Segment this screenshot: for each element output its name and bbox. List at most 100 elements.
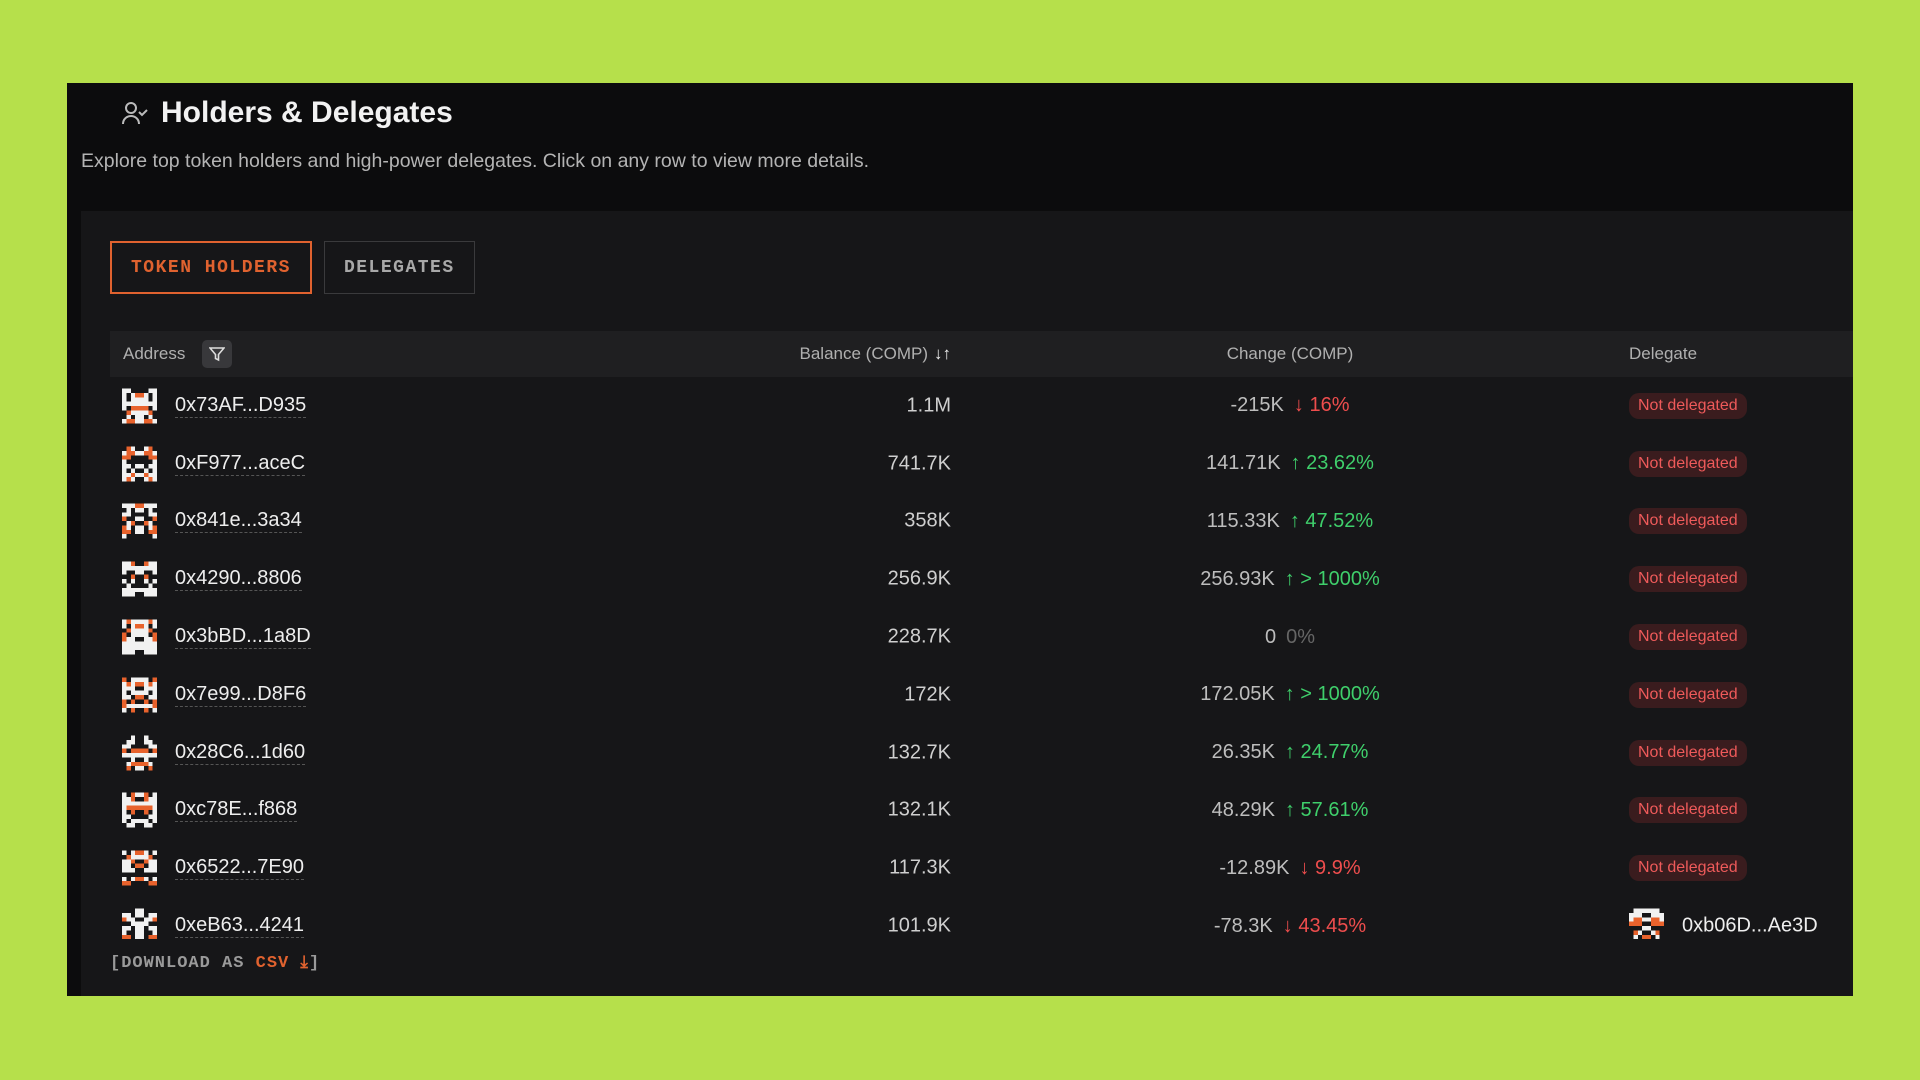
- column-address: Address: [123, 344, 186, 363]
- change-percent-value: 43.45%: [1298, 914, 1367, 937]
- not-delegated-badge: Not delegated: [1629, 624, 1747, 651]
- avatar-icon: [122, 735, 157, 771]
- change-value: 256.93K: [1200, 567, 1275, 590]
- change-cell: -215K ↓ 16%: [1090, 377, 1490, 435]
- holder-address[interactable]: 0x4290...8806: [175, 567, 302, 592]
- balance-value: 741.7K: [887, 452, 951, 475]
- holder-address[interactable]: 0xF977...aceC: [175, 451, 306, 476]
- table-row[interactable]: 0x3bBD...1a8D 228.7K 0 0% Not delegated: [110, 608, 1853, 666]
- table-row[interactable]: 0x4290...8806 256.9K 256.93K ↑ > 1000% No…: [110, 550, 1853, 608]
- change-percent-value: > 1000%: [1300, 567, 1380, 590]
- balance-value: 117.3K: [889, 856, 951, 879]
- download-suffix: ]: [308, 954, 321, 973]
- change-percent-value: 9.9%: [1315, 856, 1361, 879]
- change-percent: ↑ 47.52%: [1289, 509, 1374, 532]
- not-delegated-badge: Not delegated: [1629, 566, 1747, 593]
- change-percent: ↑ 23.62%: [1290, 452, 1374, 475]
- table-row[interactable]: 0x841e...3a34 358K 115.33K ↑ 47.52% Not d…: [110, 493, 1853, 551]
- delegate-address: 0xb06D...Ae3D: [1682, 914, 1818, 937]
- table-row[interactable]: 0x73AF...D935 1.1M -215K ↓ 16% Not delega…: [110, 377, 1853, 435]
- change-cell: 115.33K ↑ 47.52%: [1090, 493, 1490, 551]
- table-body: 0x73AF...D935 1.1M -215K ↓ 16% Not delega…: [110, 377, 1853, 939]
- not-delegated-badge: Not delegated: [1629, 450, 1747, 477]
- change-percent: 0%: [1286, 626, 1315, 649]
- panel-header: Holders & Delegates: [121, 96, 453, 130]
- tab-bar: TOKEN HOLDERS DELEGATES: [110, 241, 475, 294]
- not-delegated-badge: Not delegated: [1629, 739, 1747, 766]
- table-row[interactable]: 0xF977...aceC 741.7K 141.71K ↑ 23.62% Not…: [110, 435, 1853, 493]
- avatar-icon: [122, 388, 157, 424]
- holder-address[interactable]: 0xc78E...f868: [175, 798, 298, 823]
- download-csv-link[interactable]: [DOWNLOAD AS CSV ⤓]: [110, 953, 320, 975]
- delegate-link[interactable]: 0xb06D...Ae3D: [1629, 908, 1818, 939]
- table-row[interactable]: 0x7e99...D8F6 172K 172.05K ↑ > 1000% Not …: [110, 666, 1853, 724]
- change-value: 172.05K: [1200, 683, 1275, 706]
- change-percent: ↑ > 1000%: [1284, 683, 1380, 706]
- change-cell: 172.05K ↑ > 1000%: [1090, 666, 1490, 724]
- change-percent-value: 47.52%: [1305, 509, 1374, 532]
- filter-button[interactable]: [202, 340, 232, 368]
- change-value: 0: [1264, 625, 1277, 648]
- filter-icon: [209, 347, 225, 362]
- change-percent: ↓ 43.45%: [1282, 914, 1367, 937]
- table-row[interactable]: 0xc78E...f868 132.1K 48.29K ↑ 57.61% Not …: [110, 782, 1853, 840]
- column-balance-label: Balance (COMP): [799, 344, 928, 363]
- balance-value: 132.7K: [887, 741, 951, 764]
- change-percent-value: 0%: [1286, 625, 1316, 648]
- avatar-icon: [122, 677, 157, 713]
- balance-value: 101.9K: [887, 914, 951, 937]
- download-csv-label: CSV: [255, 954, 290, 973]
- balance-value: 228.7K: [887, 625, 951, 648]
- holder-address[interactable]: 0x28C6...1d60: [175, 740, 306, 765]
- change-cell: -78.3K ↓ 43.45%: [1090, 897, 1490, 939]
- change-percent: ↓ 9.9%: [1299, 856, 1361, 879]
- holder-address[interactable]: 0xeB63...4241: [175, 914, 304, 939]
- change-value: -12.89K: [1219, 856, 1290, 879]
- holder-address[interactable]: 0x73AF...D935: [175, 393, 307, 418]
- download-prefix: [DOWNLOAD AS: [110, 954, 256, 973]
- balance-value: 172K: [904, 683, 951, 706]
- page-subtitle: Explore top token holders and high-power…: [81, 150, 870, 172]
- page-title: Holders & Delegates: [161, 96, 453, 129]
- change-cell: 48.29K ↑ 57.61%: [1090, 782, 1490, 840]
- change-percent: ↑ 24.77%: [1284, 741, 1369, 764]
- avatar-icon: [122, 503, 157, 539]
- column-delegate: Delegate: [1629, 344, 1698, 363]
- balance-value: 1.1M: [906, 394, 951, 417]
- change-value: 48.29K: [1211, 798, 1275, 821]
- tab-token-holders[interactable]: TOKEN HOLDERS: [110, 241, 312, 294]
- holders-panel: Holders & Delegates Explore top token ho…: [67, 83, 1853, 996]
- balance-value: 132.1K: [887, 798, 951, 821]
- change-percent-value: 24.77%: [1300, 741, 1369, 764]
- change-cell: 26.35K ↑ 24.77%: [1090, 724, 1490, 782]
- holder-address[interactable]: 0x3bBD...1a8D: [175, 625, 311, 650]
- sort-icon: ↓↑: [934, 344, 951, 363]
- change-value: 141.71K: [1206, 452, 1281, 475]
- balance-value: 256.9K: [887, 567, 951, 590]
- column-balance[interactable]: Balance (COMP) ↓↑: [800, 344, 951, 364]
- table-row[interactable]: 0x6522...7E90 117.3K -12.89K ↓ 9.9% Not d…: [110, 839, 1853, 897]
- change-value: -215K: [1230, 394, 1284, 417]
- change-value: 115.33K: [1206, 509, 1280, 532]
- user-check-icon: [122, 102, 148, 125]
- change-percent-value: > 1000%: [1300, 683, 1380, 706]
- not-delegated-badge: Not delegated: [1629, 797, 1747, 824]
- change-value: -78.3K: [1213, 914, 1273, 937]
- avatar-icon: [122, 908, 157, 939]
- table-row[interactable]: 0xeB63...4241 101.9K -78.3K ↓ 43.45% 0xb0…: [110, 897, 1853, 939]
- holder-address[interactable]: 0x7e99...D8F6: [175, 682, 307, 707]
- table-row[interactable]: 0x28C6...1d60 132.7K 26.35K ↑ 24.77% Not …: [110, 724, 1853, 782]
- holder-address[interactable]: 0x6522...7E90: [175, 856, 304, 881]
- not-delegated-badge: Not delegated: [1629, 681, 1747, 708]
- avatar-icon: [1629, 908, 1664, 939]
- balance-value: 358K: [904, 509, 951, 532]
- change-cell: -12.89K ↓ 9.9%: [1090, 839, 1490, 897]
- tab-delegates[interactable]: DELEGATES: [323, 241, 475, 294]
- holder-address[interactable]: 0x841e...3a34: [175, 509, 302, 534]
- download-icon: ⤓: [289, 954, 309, 973]
- avatar-icon: [122, 792, 157, 828]
- not-delegated-badge: Not delegated: [1629, 855, 1747, 882]
- change-percent-value: 23.62%: [1306, 452, 1374, 475]
- table-card: TOKEN HOLDERS DELEGATES Address Balance …: [81, 211, 1853, 996]
- change-cell: 0 0%: [1090, 608, 1490, 666]
